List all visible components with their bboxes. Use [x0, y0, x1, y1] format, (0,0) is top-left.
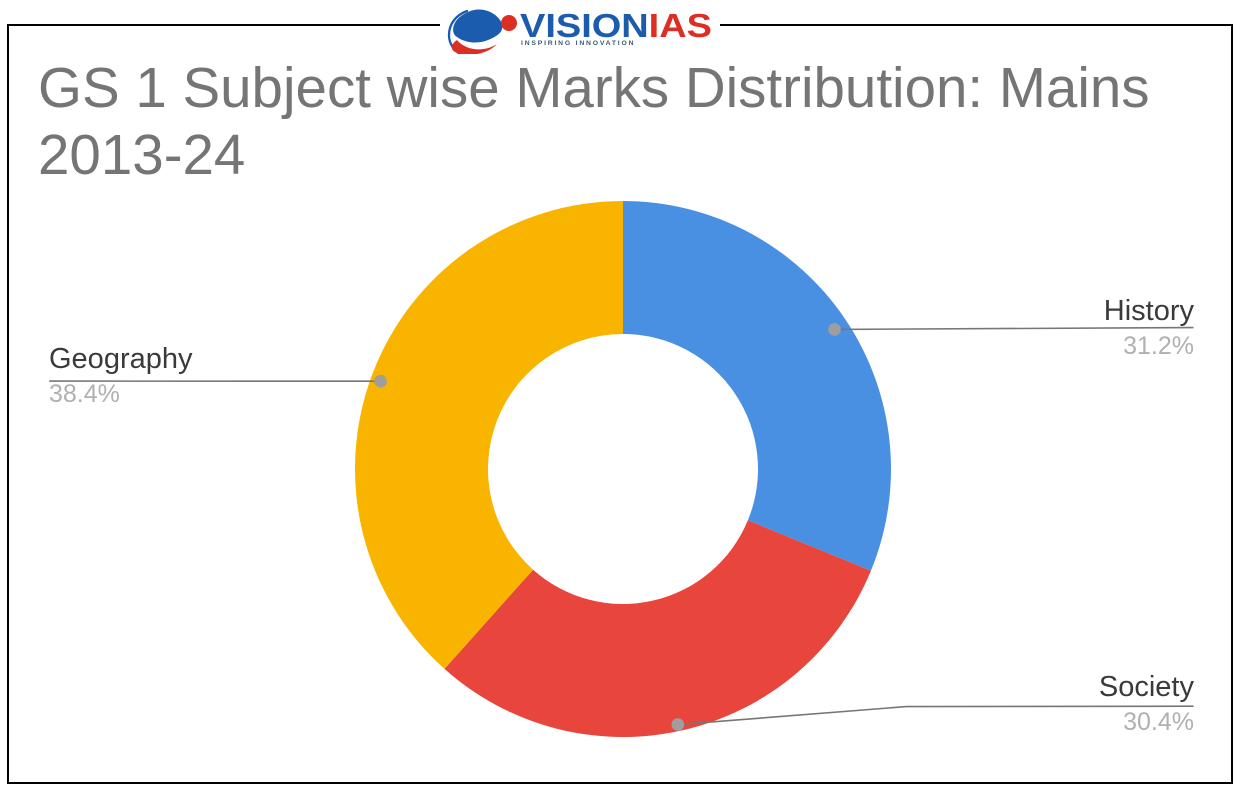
svg-text:INSPIRING INNOVATION: INSPIRING INNOVATION	[521, 40, 635, 47]
